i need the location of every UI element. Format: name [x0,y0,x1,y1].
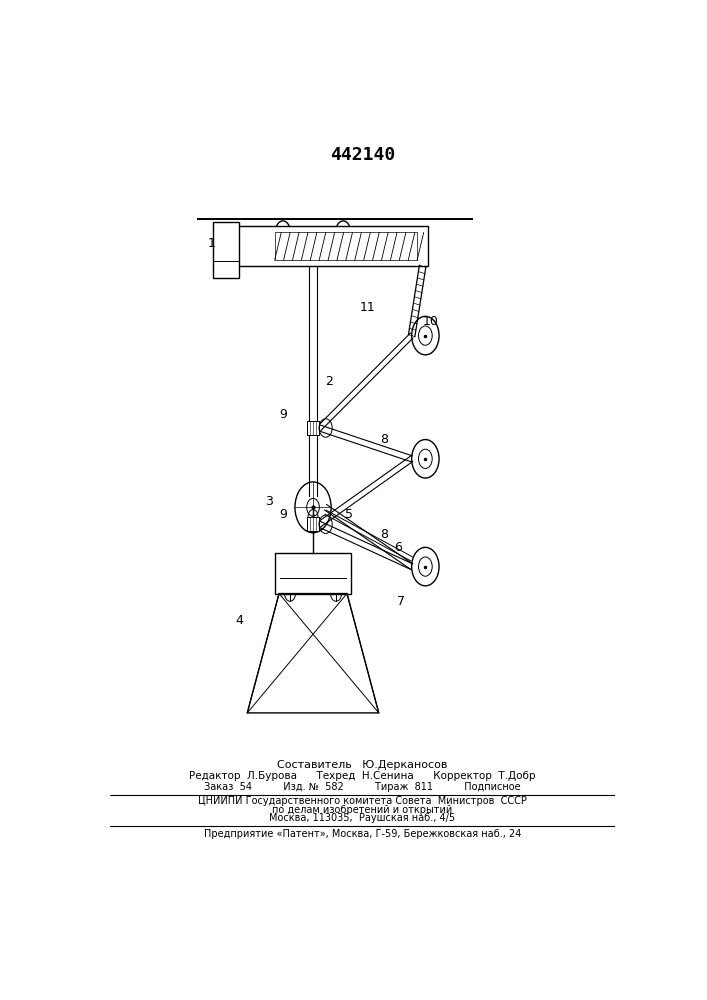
Text: ЦНИИПИ Государственного комитета Совета  Министров  СССР: ЦНИИПИ Государственного комитета Совета … [198,796,527,806]
Text: 11: 11 [360,301,375,314]
Bar [307,517,319,531]
Bar [214,222,239,278]
Text: 2: 2 [325,375,334,388]
Text: 9: 9 [279,408,287,421]
Text: 4: 4 [235,614,243,627]
Text: 6: 6 [394,541,402,554]
Text: 442140: 442140 [329,146,395,164]
Text: 8: 8 [380,528,388,541]
Bar [307,421,319,435]
Text: Москва, 113035,  Раушская наб., 4/5: Москва, 113035, Раушская наб., 4/5 [269,813,455,823]
Text: 8: 8 [380,433,388,446]
Text: Редактор  Л.Бурова      Техред  Н.Сенина      Корректор  Т.Добр: Редактор Л.Бурова Техред Н.Сенина Коррек… [189,771,536,781]
Text: 9: 9 [279,508,287,521]
Bar [275,232,417,260]
Text: Заказ  54          Изд. №  582          Тираж  811          Подписное: Заказ 54 Изд. № 582 Тираж 811 Подписное [204,782,520,792]
Text: 3: 3 [265,495,273,508]
Text: 1: 1 [208,237,216,250]
Text: Предприятие «Патент», Москва, Г-59, Бережковская наб., 24: Предприятие «Патент», Москва, Г-59, Бере… [204,829,521,839]
Text: 7: 7 [397,595,404,608]
Text: по делам изобретений и открытий: по делам изобретений и открытий [272,805,452,815]
Text: 5: 5 [344,508,353,521]
Bar [275,553,351,594]
Text: Составитель   Ю.Дерканосов: Составитель Ю.Дерканосов [277,760,448,770]
Bar [228,226,428,266]
Text: 10: 10 [423,315,439,328]
